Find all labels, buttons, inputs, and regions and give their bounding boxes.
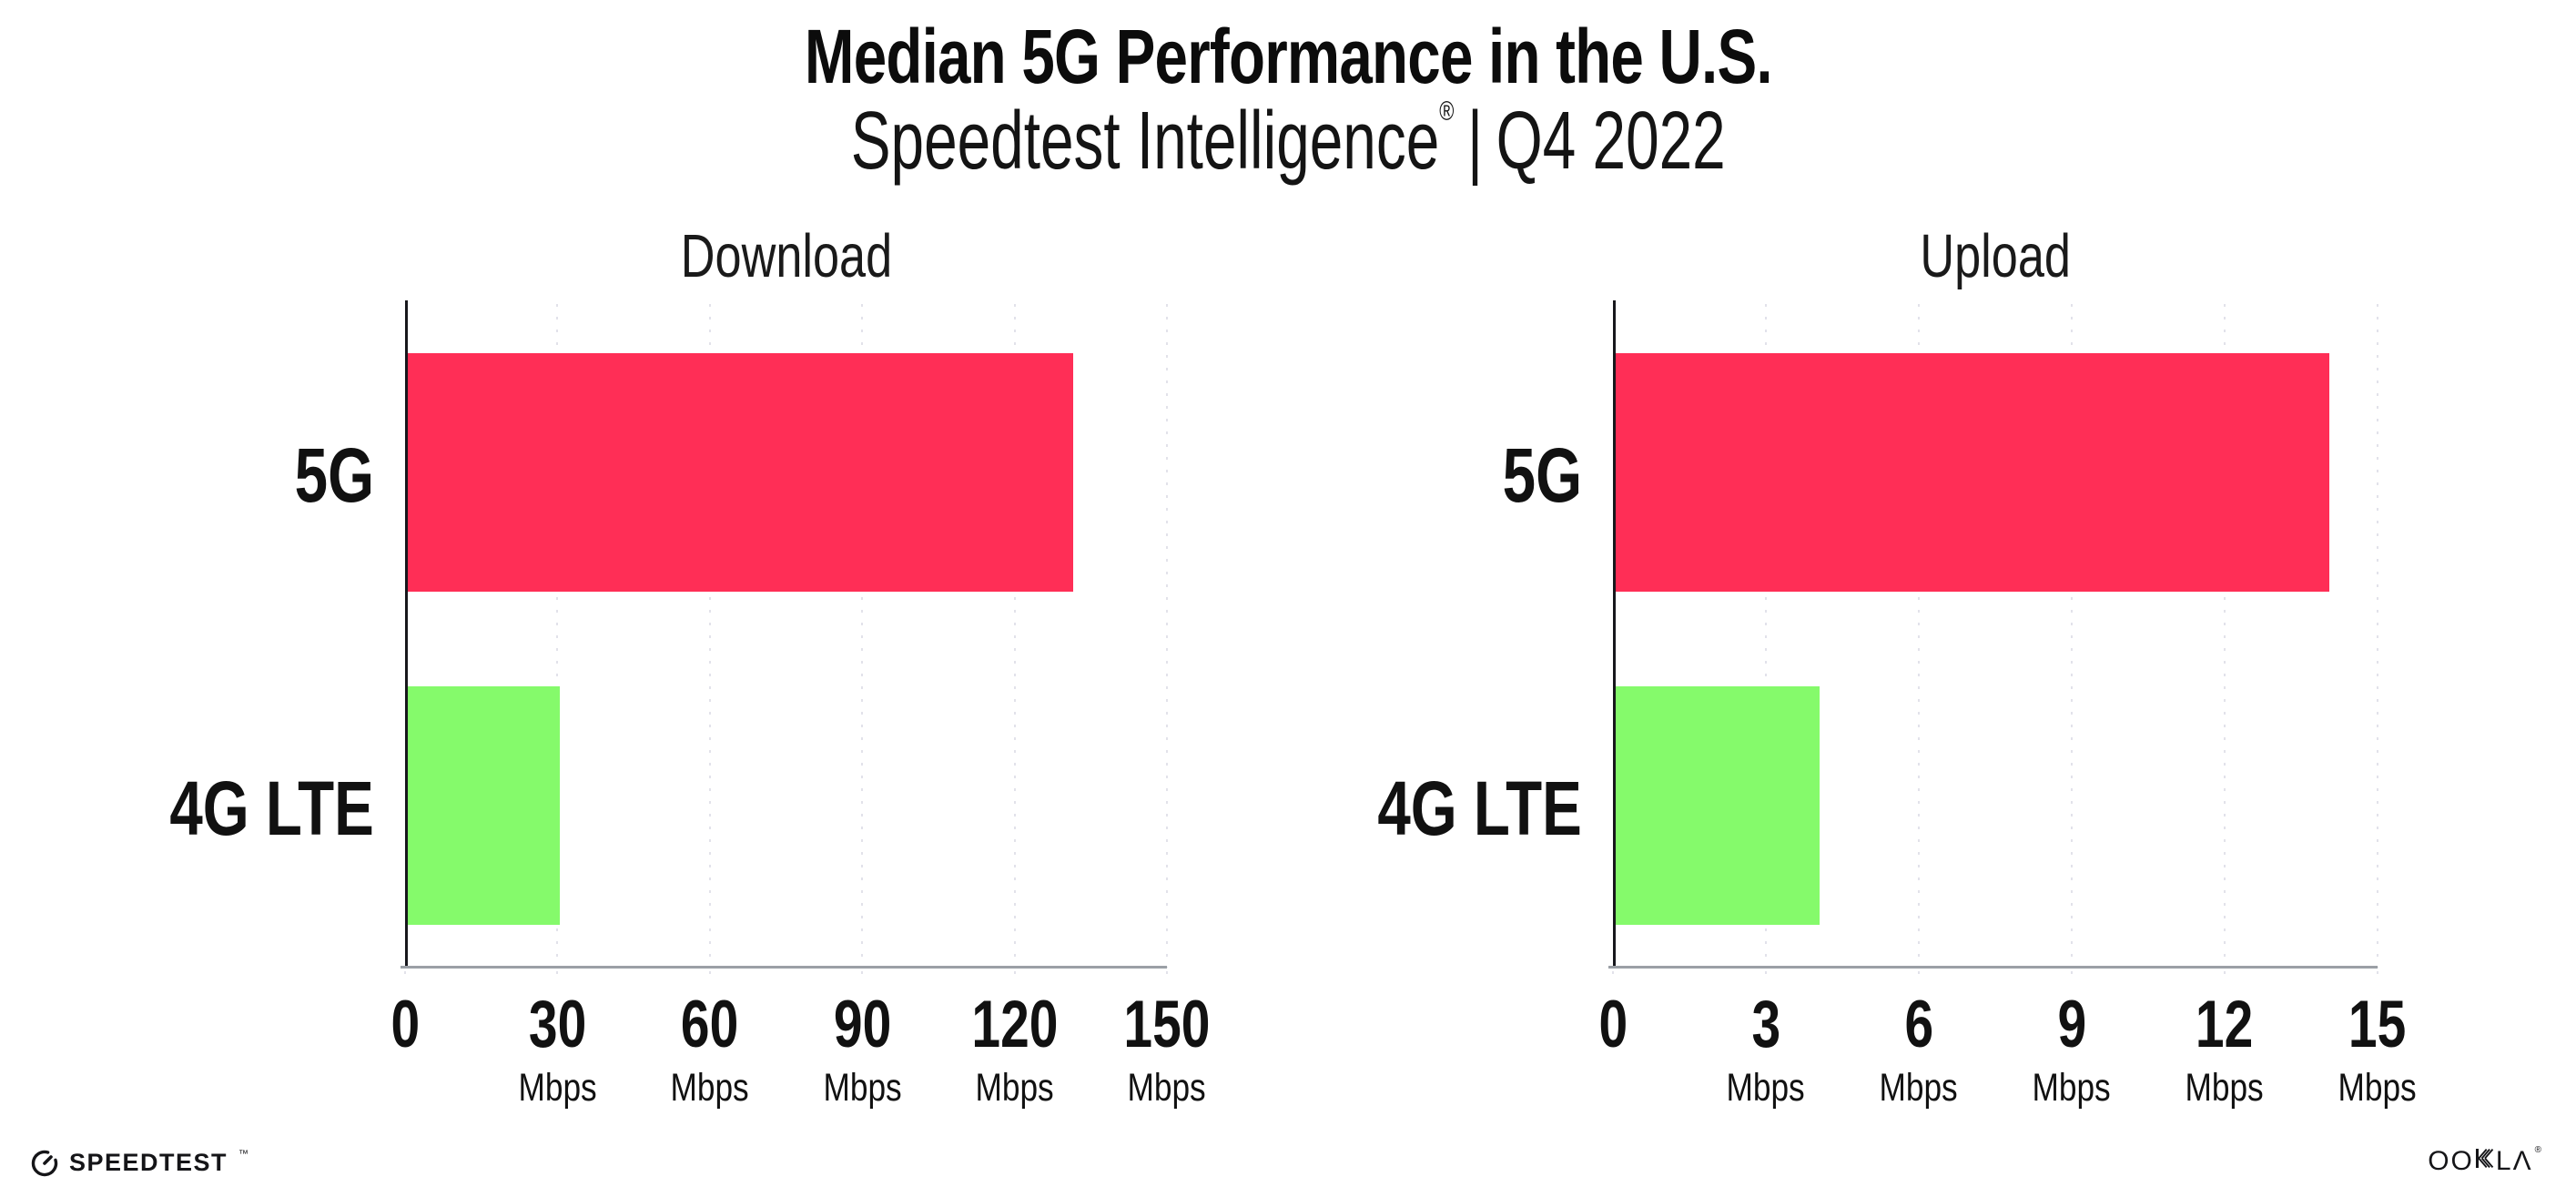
y-axis-line (405, 300, 408, 968)
subtitle-brand: Speedtest Intelligence (850, 96, 1440, 187)
subplot-title: Upload (1920, 222, 2071, 290)
x-tick-unit: Mbps (823, 1066, 902, 1110)
axis-tick-mark (1918, 971, 1920, 983)
subtitle-separator: | (1466, 96, 1483, 187)
x-tick-value: 15 (2348, 988, 2407, 1061)
ookla-letters-oo: OO (2428, 1146, 2474, 1176)
x-tick: 120 Mbps (878, 991, 1151, 1108)
plot-area: 0 30 Mbps 60 Mbps 90 Mbps 120 Mbps 150 Mbps 5G 4G LT… (170, 300, 1211, 1108)
x-axis-line (401, 966, 1167, 969)
axis-tick-mark (1013, 971, 1016, 983)
x-tick: 30 Mbps (421, 991, 694, 1108)
x-tick-value: 0 (390, 988, 420, 1061)
x-tick-unit: Mbps (670, 1066, 749, 1110)
x-tick: 150 Mbps (1030, 991, 1303, 1108)
x-tick: 90 Mbps (725, 991, 999, 1108)
speedtest-logo: SPEEDTEST ™ (30, 1148, 248, 1177)
bar-4g-lte (1616, 686, 1820, 925)
gridline (1013, 304, 1016, 968)
y-axis-line (1613, 300, 1616, 968)
x-tick-value: 90 (833, 988, 891, 1061)
x-tick-value: 60 (681, 988, 739, 1061)
x-tick: 6 Mbps (1782, 991, 2055, 1108)
x-tick-value: 30 (528, 988, 587, 1061)
x-tick: 9 Mbps (1935, 991, 2208, 1108)
ookla-letters-la: LΛ (2495, 1146, 2533, 1176)
axis-tick-mark (556, 971, 559, 983)
subtitle-period: Q4 2022 (1496, 96, 1726, 187)
x-tick-value: 3 (1751, 988, 1780, 1061)
x-axis-line (1608, 966, 2378, 969)
gridline (2071, 304, 2073, 968)
x-tick: 0 (269, 991, 542, 1058)
axis-tick-mark (2071, 971, 2073, 983)
ookla-logo: OO LΛ ® (2428, 1145, 2543, 1176)
gridline (1918, 304, 1920, 968)
x-tick: 60 Mbps (573, 991, 847, 1108)
x-tick-unit: Mbps (2032, 1066, 2112, 1110)
chart-subtitle: Speedtest Intelligence® | Q4 2022 (0, 95, 2576, 188)
axis-tick-mark (1612, 971, 1614, 983)
speedtest-gauge-icon (31, 1150, 58, 1177)
bar-5g (408, 353, 1073, 592)
axis-tick-mark (1166, 971, 1168, 983)
x-tick-unit: Mbps (1127, 1066, 1207, 1110)
chart-main-title: Median 5G Performance in the U.S. (804, 14, 1773, 99)
axis-tick-mark (404, 971, 406, 983)
trademark-icon: ™ (238, 1149, 249, 1160)
axis-tick-mark (1765, 971, 1767, 983)
x-tick-unit: Mbps (518, 1066, 597, 1110)
y-category-label-5g: 5G (1502, 432, 1582, 518)
x-tick: 15 Mbps (2241, 991, 2514, 1108)
gridline (2377, 304, 2378, 968)
gridline (708, 304, 711, 968)
y-category-label-5g: 5G (294, 432, 374, 518)
x-tick-unit: Mbps (1879, 1066, 1959, 1110)
x-tick-unit: Mbps (2185, 1066, 2265, 1110)
gridline (2224, 304, 2226, 968)
axis-tick-mark (2377, 971, 2378, 983)
y-category-label-4g-lte: 4G LTE (169, 766, 374, 851)
axis-tick-mark (708, 971, 711, 983)
x-tick-value: 12 (2196, 988, 2254, 1061)
x-tick-value: 6 (1904, 988, 1933, 1061)
bar-5g (1616, 353, 2329, 592)
speedtest-wordmark: SPEEDTEST (69, 1148, 228, 1176)
x-tick: 3 Mbps (1629, 991, 1902, 1108)
gridline (556, 304, 559, 968)
x-tick-value: 9 (2057, 988, 2086, 1061)
subplot-title: Download (680, 222, 892, 290)
x-tick-unit: Mbps (1726, 1066, 1806, 1110)
x-tick-value: 0 (1598, 988, 1628, 1061)
gridline (1166, 304, 1168, 968)
x-tick-unit: Mbps (2338, 1066, 2418, 1110)
ookla-striped-k-icon (2475, 1149, 2494, 1168)
plot-area: 0 3 Mbps 6 Mbps 9 Mbps 12 Mbps 15 Mbps 5G 4G LTE (1378, 300, 2417, 1108)
x-tick-value: 150 (1123, 988, 1211, 1061)
x-tick-value: 120 (971, 988, 1059, 1061)
bar-4g-lte (408, 686, 561, 925)
x-tick-unit: Mbps (975, 1066, 1054, 1110)
axis-tick-mark (861, 971, 864, 983)
gridline (861, 304, 864, 968)
axis-tick-mark (2224, 971, 2226, 983)
gridline (1765, 304, 1767, 968)
registered-mark-icon: ® (2534, 1145, 2543, 1155)
registered-mark-icon: ® (1439, 96, 1455, 127)
y-category-label-4g-lte: 4G LTE (1377, 766, 1582, 851)
x-tick: 0 (1476, 991, 1749, 1058)
x-tick: 12 Mbps (2088, 991, 2361, 1108)
